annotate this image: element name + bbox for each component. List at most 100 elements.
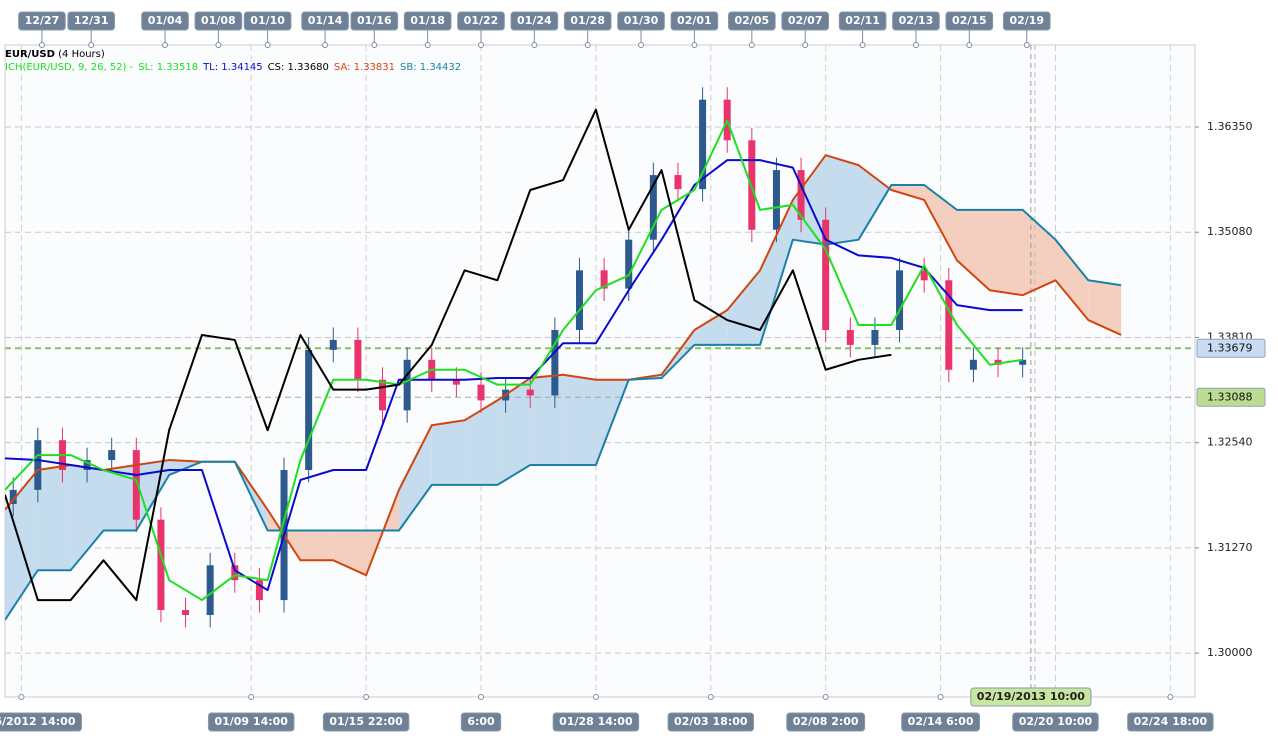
legend-entry: SB: 1.34432	[400, 62, 462, 73]
cursor-label: 02/19/2013 10:00	[977, 690, 1085, 703]
candle-body	[255, 580, 263, 601]
x-tick-label-group: 12/26/2012 14:00	[0, 712, 82, 732]
indicator-line	[5, 184, 1122, 621]
x-top-tick-dot	[966, 42, 973, 48]
x-top-tick-label-box	[838, 11, 887, 31]
cloud-segment	[891, 185, 925, 200]
x-tick	[822, 694, 829, 700]
x-top-tick-label-group: 02/07	[781, 11, 829, 31]
x-top-tick-label: 02/11	[845, 14, 880, 27]
candle-body	[305, 349, 313, 471]
x-top-tick-label: 12/31	[74, 14, 109, 27]
x-top-tick-dot	[424, 42, 431, 48]
indicator-line	[5, 108, 892, 602]
x-top-tick-dot	[531, 42, 538, 48]
cursor-label-group: 02/19/2013 10:00	[970, 687, 1092, 707]
x-top-tick-label: 01/30	[624, 14, 659, 27]
x-top-tick-dot	[638, 42, 645, 48]
x-top-tick-label-box	[194, 11, 243, 31]
legend-entry: TL: 1.34145	[203, 62, 263, 73]
x-top-tick-label-box	[457, 11, 505, 31]
x-tick	[592, 694, 599, 700]
x-tick-label: 02/24 18:00	[1134, 715, 1208, 728]
x-tick-label-group: 01/28 14:00	[552, 712, 640, 732]
price-marker-label: 1.33088	[1207, 390, 1253, 403]
candle-body	[477, 384, 485, 401]
y-tick-label: 1.35080	[1207, 225, 1253, 238]
candle-body	[34, 440, 42, 490]
x-top-tick-label-box	[617, 11, 665, 31]
x-tick-label: 02/14 6:00	[908, 715, 974, 728]
x-tick	[707, 694, 714, 700]
x-top-tick-label-group: 02/01	[670, 11, 719, 31]
x-top-tick-label-group: 12/27	[18, 11, 66, 31]
legend-title-row: EUR/USD (4 Hours)	[5, 48, 466, 61]
x-tick-label-box	[552, 712, 640, 732]
x-top-tick-label: 01/10	[250, 14, 285, 27]
x-top-tick-label-box	[350, 11, 399, 31]
x-top-tick-label-box	[403, 11, 452, 31]
x-top-tick-label-box	[67, 11, 115, 31]
legend-entry: CS: 1.33680	[267, 62, 329, 73]
price-marker-label: 1.33679	[1207, 341, 1253, 354]
candle-body	[526, 389, 534, 396]
x-top-tick-label-box	[728, 11, 776, 31]
x-top-tick-label-box	[301, 11, 349, 31]
indicator-line	[5, 159, 1023, 592]
candle-body	[354, 339, 362, 380]
x-top-tick-label-box	[670, 11, 719, 31]
candle-body	[452, 379, 460, 385]
x-tick	[18, 694, 25, 700]
x-top-tick-label: 01/24	[517, 14, 552, 27]
x-tick-label: 12/26/2012 14:00	[0, 715, 76, 728]
plot-area	[4, 44, 1196, 698]
indicator-line	[5, 119, 1023, 602]
cloud-segment	[727, 270, 761, 345]
x-top-tick-label-group: 02/13	[892, 11, 940, 31]
x-top-tick-label: 02/07	[788, 14, 823, 27]
x-tick	[478, 694, 484, 700]
x-top-tick-label-group: 01/04	[141, 11, 189, 31]
price-marker-box	[1196, 338, 1266, 358]
candle-body	[182, 610, 190, 615]
candle-body	[157, 519, 165, 611]
candle-body	[600, 270, 608, 289]
x-top-tick-label-group: 01/30	[617, 11, 665, 31]
candle-body	[969, 359, 977, 370]
x-top-tick-dot	[371, 42, 378, 48]
x-top-tick-dot	[38, 42, 45, 48]
legend: EUR/USD (4 Hours) ICH(EUR/USD, 9, 26, 52…	[5, 48, 466, 74]
cloud-segment	[957, 209, 990, 291]
x-tick-label-box	[786, 712, 866, 732]
cloud-segment	[694, 310, 728, 345]
cloud-segment	[1088, 280, 1122, 335]
y-tick-label: 1.32540	[1207, 436, 1253, 449]
x-tick-label: 02/20 10:00	[1019, 715, 1093, 728]
x-top-tick-label-box	[510, 11, 559, 31]
x-top-tick-label-group: 01/22	[457, 11, 505, 31]
legend-entry: SA: 1.33831	[333, 62, 396, 73]
y-tick-label: 1.36350	[1207, 120, 1253, 133]
x-tick	[1167, 694, 1174, 700]
candle-body	[822, 219, 830, 330]
chart-title: EUR/USD	[5, 49, 55, 60]
x-top-tick-dot	[478, 42, 484, 48]
x-top-tick-label-group: 01/18	[403, 11, 452, 31]
candle-body	[896, 270, 904, 330]
x-top-tick-label: 01/14	[308, 14, 343, 27]
plot-layer	[5, 45, 1195, 697]
x-tick-label-box	[1127, 712, 1214, 732]
x-top-tick-label-box	[563, 11, 612, 31]
candle-body	[797, 170, 805, 220]
x-tick-label: 02/03 18:00	[674, 715, 748, 728]
x-top-tick-label-group: 01/14	[301, 11, 349, 31]
x-top-tick-label-group: 01/24	[510, 11, 559, 31]
candle-body	[871, 329, 879, 345]
x-top-tick-label-group: 01/08	[194, 11, 243, 31]
candle-body	[674, 175, 682, 190]
x-top-tick-label: 01/16	[357, 14, 392, 27]
price-marker: 1.33679	[1196, 338, 1266, 358]
x-tick-label-box	[460, 712, 502, 732]
candle-body	[231, 565, 239, 581]
candle-body	[132, 450, 140, 520]
